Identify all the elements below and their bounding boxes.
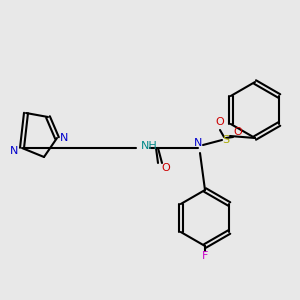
Text: O: O	[216, 117, 224, 127]
Text: O: O	[234, 127, 242, 137]
Text: F: F	[202, 251, 208, 261]
Text: NH: NH	[141, 141, 158, 151]
Text: N: N	[60, 133, 68, 143]
Text: O: O	[162, 163, 170, 173]
Text: S: S	[222, 135, 230, 145]
Text: N: N	[194, 138, 202, 148]
Text: N: N	[10, 146, 18, 156]
